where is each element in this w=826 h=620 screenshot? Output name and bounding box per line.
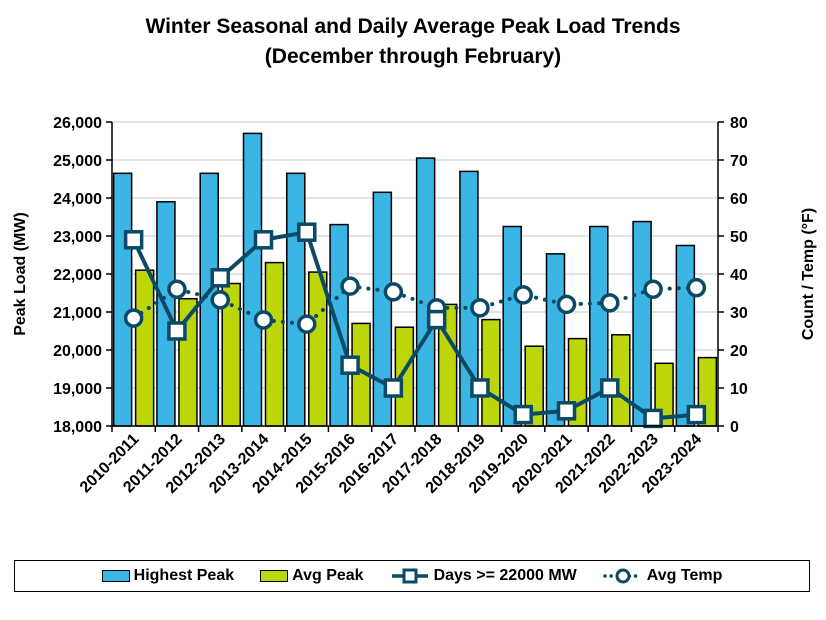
avg-temp-point [686,277,707,298]
bar-highest-peak [415,157,436,427]
days-point [470,378,490,398]
days-point [600,378,620,398]
days-point [167,321,187,341]
days-point [253,230,274,250]
y-tick-label: 23,000 [53,229,102,246]
legend-label: Days >= 22000 MW [433,567,577,584]
y-tick-label: 22,000 [53,267,102,284]
bar-avg-peak [481,318,501,427]
legend: Highest Peak Avg Peak Days >= 22000 MW A… [14,560,810,592]
avg-temp-point [513,285,533,305]
bar-avg-peak [264,261,285,427]
avg-temp-point [297,314,317,334]
legend-item-avg-peak: Avg Peak [260,567,364,585]
y2-axis-title: Count / Temp (°F) [800,208,817,340]
avg-temp-point [643,279,663,299]
legend-square-marker-line-icon [391,568,428,584]
y2-tick-label: 0 [730,419,739,436]
bar-highest-peak [675,244,696,427]
bar-highest-peak [242,132,263,427]
y-tick-label: 24,000 [53,191,102,208]
y2-tick-label: 20 [730,343,748,360]
bar-highest-peak [502,225,522,427]
days-point [426,309,447,330]
legend-label: Avg Peak [292,567,364,584]
legend-swatch-avg-peak [260,570,289,582]
avg-temp-point [123,308,144,328]
bar-highest-peak [286,172,306,427]
bar-highest-peak [545,253,566,427]
y-tick-label: 21,000 [53,305,102,322]
days-point [123,230,144,250]
avg-temp-point [167,279,187,299]
days-point [383,378,404,398]
legend-label: Highest Peak [133,567,235,584]
y-tick-label: 20,000 [53,343,102,360]
y2-tick-label: 30 [730,305,748,322]
avg-temp-point [253,310,274,330]
days-point [340,355,360,375]
bar-highest-peak [632,220,652,427]
legend-label: Avg Temp [646,567,723,584]
y2-tick-label: 70 [730,153,748,170]
y-axis-title: Peak Load (MW) [12,212,29,336]
days-point [556,401,577,421]
bars [112,132,718,427]
y-tick-label: 19,000 [53,381,102,398]
days-point [643,408,663,429]
chart-title: Winter Seasonal and Daily Average Peak L… [0,12,826,72]
y2-tick-label: 80 [730,115,748,132]
avg-temp-point [600,293,620,313]
days-point [513,404,533,425]
avg-temp-point [340,276,360,296]
legend-item-highest-peak: Highest Peak [101,567,235,585]
chart-title-line-1: Winter Seasonal and Daily Average Peak L… [145,15,681,38]
bar-highest-peak [156,201,176,427]
bar-highest-peak [112,172,133,427]
legend-item-days: Days >= 22000 MW [390,567,577,585]
legend-circle-marker-dotted-line-icon [603,568,643,584]
y-tick-label: 26,000 [53,115,102,132]
bar-avg-peak [134,269,155,427]
y-tick-label: 18,000 [53,419,102,436]
avg-temp-point [470,298,490,318]
avg-temp-point [383,282,404,302]
y2-tick-label: 10 [730,381,748,398]
chart-plot: 18,000 19,000 20,000 21,000 22,000 23,000 24,0… [12,115,817,497]
y-tick-label: 25,000 [53,153,102,170]
legend-swatch-highest-peak [101,570,130,582]
y2-tick-label: 40 [730,267,748,284]
chart-subtitle: (December through February) [264,45,562,68]
bar-avg-peak [308,271,328,427]
y2-tick-label: 50 [730,229,748,246]
legend-item-avg-temp: Avg Temp [603,567,723,585]
y2-tick-label: 60 [730,191,748,208]
avg-temp-point [210,290,230,310]
days-point [686,404,707,425]
days-point [210,268,230,288]
lines [123,222,707,429]
avg-temp-point [556,294,577,315]
days-point [297,222,317,242]
bar-avg-peak [394,326,415,427]
